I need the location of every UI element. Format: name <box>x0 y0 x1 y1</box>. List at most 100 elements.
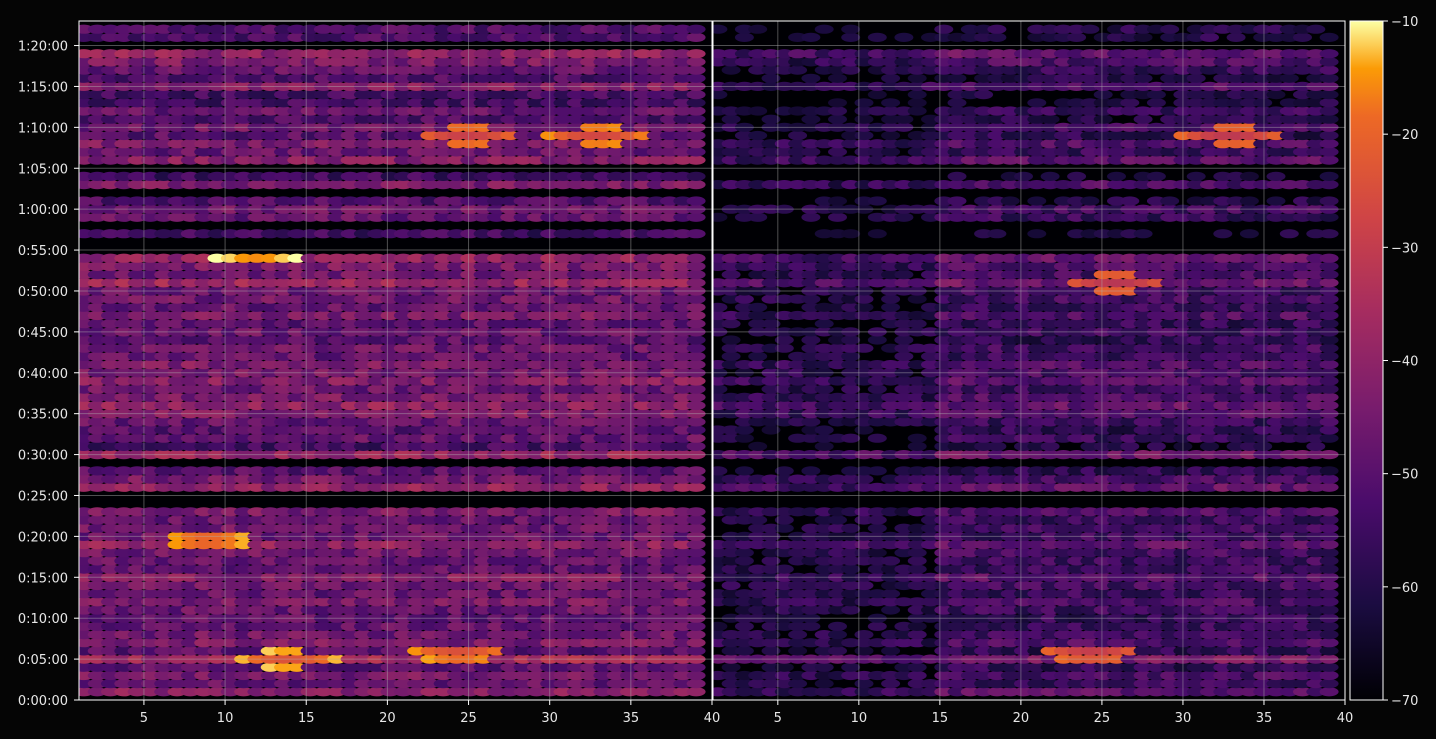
heatmap-cell <box>194 310 214 321</box>
heatmap-cell <box>526 65 546 75</box>
heatmap-cell <box>380 286 400 296</box>
heatmap-cell <box>606 621 626 632</box>
heatmap-cell <box>313 278 333 288</box>
heatmap-cell <box>447 212 466 222</box>
heatmap-cell <box>473 540 493 550</box>
heatmap-cell <box>300 294 320 304</box>
heatmap-cell <box>114 466 134 476</box>
heatmap-cell <box>300 425 320 435</box>
heatmap-cell <box>566 482 586 492</box>
heatmap-cell <box>140 171 160 181</box>
heatmap-cell <box>167 548 187 558</box>
heatmap-cell <box>340 384 360 394</box>
heatmap-cell <box>473 106 493 116</box>
heatmap-cell <box>646 433 666 443</box>
heatmap-cell <box>260 261 280 271</box>
heatmap-cell <box>287 384 307 394</box>
heatmap-cell <box>593 548 613 558</box>
heatmap-cell <box>633 433 653 443</box>
heatmap-cell <box>420 384 440 394</box>
heatmap-cell <box>313 180 333 190</box>
heatmap-cell <box>180 229 200 239</box>
heatmap-cell <box>154 400 174 411</box>
heatmap-cell <box>867 523 887 533</box>
heatmap-cell <box>140 605 160 615</box>
heatmap-cell <box>593 335 613 345</box>
heatmap-cell <box>167 368 187 378</box>
heatmap-cell <box>646 540 666 550</box>
heatmap-cell <box>553 81 573 91</box>
heatmap-cell <box>566 654 586 664</box>
heatmap-cell <box>327 360 347 370</box>
heatmap-cell <box>114 630 134 640</box>
heatmap-cell <box>127 310 147 321</box>
heatmap-cell <box>313 630 333 640</box>
heatmap-cell <box>513 32 533 43</box>
heatmap-cell <box>566 360 586 370</box>
heatmap-cell <box>260 155 280 165</box>
heatmap-cell <box>513 523 533 533</box>
heatmap-cell <box>593 122 613 132</box>
heatmap-cell <box>487 580 506 591</box>
heatmap-cell <box>686 400 706 411</box>
heatmap-cell <box>673 335 693 345</box>
heatmap-cell <box>1133 670 1153 681</box>
heatmap-cell <box>114 409 134 419</box>
heatmap-cell <box>553 482 573 492</box>
heatmap-cell <box>274 90 293 100</box>
heatmap-cell <box>553 49 573 59</box>
heatmap-cell <box>447 630 466 640</box>
heatmap-cell <box>114 294 134 304</box>
heatmap-cell <box>220 368 240 378</box>
heatmap-cell <box>814 679 834 689</box>
heatmap-cell <box>673 65 693 75</box>
heatmap-cell <box>540 368 560 378</box>
heatmap-cell <box>287 98 307 108</box>
heatmap-cell <box>101 73 120 83</box>
heatmap-cell <box>247 597 267 607</box>
heatmap-cell <box>553 335 573 345</box>
heatmap-cell <box>513 122 533 132</box>
heatmap-cell <box>1146 441 1166 451</box>
heatmap-cell <box>420 654 440 664</box>
heatmap-cell <box>87 327 107 337</box>
heatmap-cell <box>353 212 373 222</box>
heatmap-cell <box>194 450 214 460</box>
heatmap-cell <box>660 90 679 100</box>
heatmap-cell <box>101 204 120 214</box>
heatmap-cell <box>313 155 333 165</box>
heatmap-cell <box>393 654 413 664</box>
heatmap-cell <box>673 417 693 427</box>
heatmap-cell <box>180 57 200 67</box>
heatmap-cell <box>593 556 613 566</box>
heatmap-cell <box>593 409 613 419</box>
heatmap-cell <box>340 278 360 288</box>
heatmap-cell <box>367 441 387 451</box>
heatmap-cell <box>1053 679 1073 689</box>
heatmap-cell <box>947 670 967 681</box>
heatmap-cell <box>540 351 560 361</box>
heatmap-cell <box>660 180 679 190</box>
heatmap-cell <box>313 253 333 263</box>
heatmap-cell <box>127 49 147 59</box>
heatmap-cell <box>340 196 360 206</box>
heatmap-cell <box>260 310 280 321</box>
heatmap-cell <box>460 523 480 533</box>
heatmap-cell <box>487 180 506 190</box>
heatmap-cell <box>841 523 861 533</box>
heatmap-cell <box>114 253 134 263</box>
heatmap-cell <box>247 531 267 542</box>
heatmap-cell <box>487 687 506 697</box>
heatmap-cell <box>140 114 160 124</box>
heatmap-cell <box>247 196 267 206</box>
heatmap-cell <box>513 24 533 34</box>
heatmap-cell <box>620 679 639 689</box>
heatmap-cell <box>420 662 440 672</box>
heatmap-cell <box>473 65 493 75</box>
heatmap-cell <box>274 180 293 190</box>
heatmap-cell <box>447 73 466 83</box>
heatmap-cell <box>140 73 160 83</box>
heatmap-cell <box>180 679 200 689</box>
heatmap-cell <box>380 81 400 91</box>
heatmap-cell <box>180 630 200 640</box>
